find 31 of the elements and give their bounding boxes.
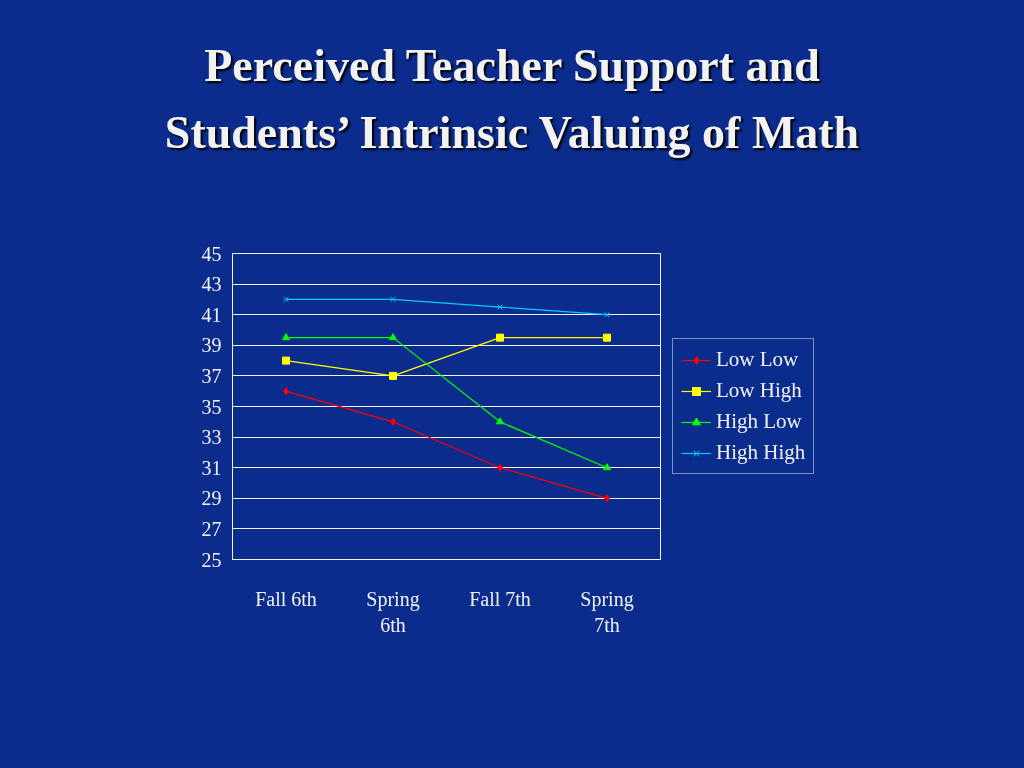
y-tick-label: 37 xyxy=(201,364,222,387)
y-tick-label: 39 xyxy=(201,334,222,357)
y-tick-label: 41 xyxy=(201,303,222,326)
y-tick-label: 27 xyxy=(201,517,222,540)
point xyxy=(389,333,397,341)
point xyxy=(390,296,396,303)
point xyxy=(282,333,290,341)
y-tick-label: 31 xyxy=(201,456,222,479)
y-tick-label: 45 xyxy=(201,242,222,265)
x-tick-label: Spring 7th xyxy=(580,587,634,636)
y-tick-label: 33 xyxy=(201,426,222,449)
legend-label: Low High xyxy=(716,378,802,403)
point xyxy=(389,371,397,380)
point xyxy=(603,333,611,342)
x-tick-label: Spring 6th xyxy=(366,587,420,636)
legend-label: High Low xyxy=(716,409,802,434)
point xyxy=(282,356,290,365)
y-tick-label: 35 xyxy=(201,395,222,418)
x-tick-label: Fall 7th xyxy=(469,587,531,610)
point xyxy=(496,333,504,342)
legend-label: Low Low xyxy=(716,347,799,372)
point xyxy=(496,417,504,425)
x-tick-label: Fall 6th xyxy=(255,587,317,610)
point xyxy=(604,311,610,318)
y-tick-label: 43 xyxy=(201,273,222,296)
chart-title: Perceived Teacher Support and Students’ Intrinsic Valuing of Math xyxy=(163,39,861,160)
y-tick-label: 25 xyxy=(201,548,222,571)
point xyxy=(603,463,611,471)
point xyxy=(283,296,289,303)
legend-label: High High xyxy=(716,440,806,465)
y-tick-label: 29 xyxy=(201,487,222,510)
